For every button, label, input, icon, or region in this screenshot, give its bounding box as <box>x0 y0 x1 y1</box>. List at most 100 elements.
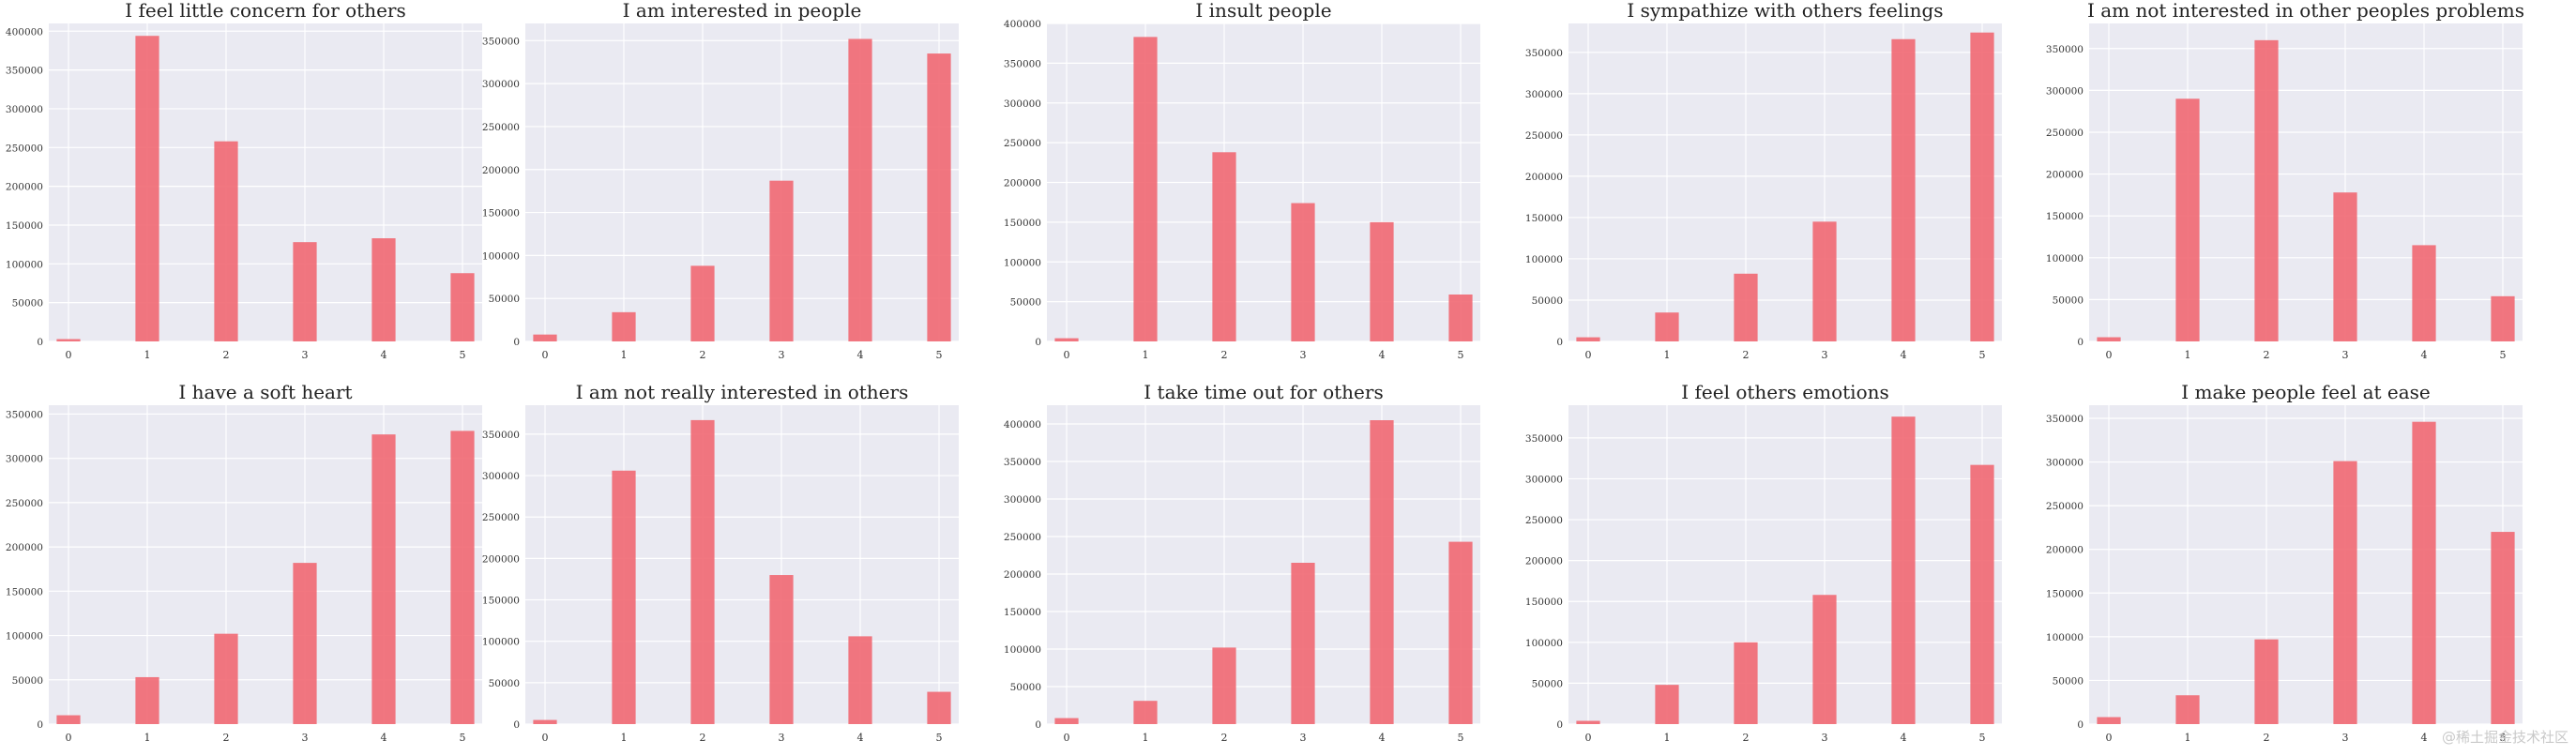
bar <box>371 434 396 724</box>
bar <box>690 419 715 724</box>
x-tick-label: 2 <box>700 732 706 744</box>
y-tick-label: 250000 <box>6 498 43 509</box>
y-tick-label: 0 <box>1035 337 1041 348</box>
x-tick-label: 5 <box>460 732 466 744</box>
x-tick-label: 0 <box>542 732 549 744</box>
x-tick-label: 2 <box>1743 349 1750 361</box>
y-tick-label: 0 <box>1035 719 1041 731</box>
bar <box>2412 421 2436 724</box>
y-tick-label: 50000 <box>12 675 43 687</box>
bar <box>1891 416 1916 724</box>
plot-area <box>2089 23 2523 341</box>
x-tick-label: 3 <box>1300 349 1307 361</box>
x-tick-label: 1 <box>144 732 151 744</box>
subplot-8: 0 1 2 3 4 5 0 50000 100000 150000 200000 250000 3000… <box>1004 381 1480 744</box>
y-tick-label: 50000 <box>1532 678 1563 689</box>
x-tick-label: 1 <box>2185 349 2191 361</box>
y-tick-label: 300000 <box>1525 89 1563 100</box>
bar <box>2097 717 2121 724</box>
y-tick-label: 350000 <box>6 66 43 77</box>
bar <box>56 715 81 724</box>
y-tick-label: 350000 <box>482 430 520 441</box>
bar <box>848 636 872 724</box>
y-tick-label: 250000 <box>1525 130 1563 142</box>
bar <box>371 238 396 341</box>
bar <box>1655 312 1679 341</box>
subplot-title: I feel little concern for others <box>125 0 405 22</box>
subplot-title: I am not interested in other peoples pro… <box>2087 0 2524 22</box>
plot-area <box>525 405 959 724</box>
plot-area <box>49 405 482 724</box>
x-tick-label: 5 <box>1458 349 1464 361</box>
bar <box>2333 461 2357 724</box>
x-tick-label: 3 <box>2342 349 2349 361</box>
y-tick-label: 250000 <box>482 122 520 133</box>
x-tick-label: 5 <box>1979 349 1986 361</box>
bar <box>1212 647 1236 724</box>
bar <box>2254 39 2279 342</box>
x-tick-label: 3 <box>1300 732 1307 744</box>
y-tick-label: 150000 <box>2046 588 2084 599</box>
plot-area <box>49 23 482 341</box>
bar <box>1370 420 1394 724</box>
x-tick-label: 2 <box>1221 732 1228 744</box>
subplot-10: 0 1 2 3 4 5 0 50000 100000 150000 200000 250000 3000… <box>2046 381 2523 744</box>
subplot-4: 0 1 2 3 4 5 0 50000 100000 150000 200000 250000 3000… <box>1525 0 2002 361</box>
y-tick-label: 50000 <box>2053 675 2084 687</box>
x-tick-label: 0 <box>66 349 72 361</box>
y-tick-label: 150000 <box>482 596 520 607</box>
y-tick-label: 250000 <box>6 143 43 154</box>
subplot-title: I make people feel at ease <box>2181 381 2431 403</box>
x-tick-label: 4 <box>2421 349 2428 361</box>
subplot-6: 0 1 2 3 4 5 0 50000 100000 150000 200000 250000 3000… <box>6 381 482 744</box>
x-tick-label: 3 <box>1822 732 1828 744</box>
bar <box>1891 38 1916 342</box>
y-tick-label: 300000 <box>2046 458 2084 469</box>
x-tick-label: 5 <box>1458 732 1464 744</box>
x-tick-label: 3 <box>779 732 785 744</box>
subplot-title: I feel others emotions <box>1681 381 1889 403</box>
y-tick-label: 100000 <box>6 631 43 643</box>
y-tick-label: 250000 <box>1525 515 1563 526</box>
bar <box>848 38 872 342</box>
bar <box>1448 294 1473 341</box>
y-tick-label: 100000 <box>1004 644 1041 656</box>
y-tick-label: 50000 <box>2053 295 2084 306</box>
y-tick-label: 50000 <box>489 294 520 305</box>
y-tick-label: 300000 <box>6 454 43 465</box>
x-tick-label: 0 <box>66 732 72 744</box>
x-tick-label: 1 <box>1143 732 1149 744</box>
y-tick-label: 350000 <box>1525 433 1563 445</box>
x-tick-label: 4 <box>1379 732 1386 744</box>
y-tick-label: 150000 <box>1004 218 1041 229</box>
x-tick-label: 2 <box>2264 732 2270 744</box>
y-tick-label: 300000 <box>482 79 520 90</box>
subplot-2: 0 1 2 3 4 5 0 50000 100000 150000 200000 250000 3000… <box>482 0 959 361</box>
plot-area <box>1568 23 2002 341</box>
bar <box>1812 595 1837 724</box>
x-tick-label: 1 <box>1143 349 1149 361</box>
x-tick-label: 2 <box>223 732 230 744</box>
y-tick-label: 350000 <box>1004 58 1041 69</box>
y-tick-label: 100000 <box>2046 253 2084 265</box>
subplot-7: 0 1 2 3 4 5 0 50000 100000 150000 200000 250000 3000… <box>482 381 959 744</box>
y-tick-label: 300000 <box>1004 98 1041 110</box>
x-tick-label: 5 <box>2500 732 2507 744</box>
bar <box>690 265 715 341</box>
subplot-title: I am not really interested in others <box>576 381 909 403</box>
y-tick-label: 400000 <box>6 26 43 38</box>
bar <box>1054 718 1079 724</box>
y-tick-label: 250000 <box>2046 501 2084 512</box>
y-tick-label: 250000 <box>2046 128 2084 139</box>
y-tick-label: 150000 <box>1525 213 1563 224</box>
bar <box>533 719 557 724</box>
x-tick-label: 3 <box>2342 732 2349 744</box>
y-tick-label: 200000 <box>6 542 43 553</box>
y-tick-label: 50000 <box>489 678 520 689</box>
bar <box>769 575 794 724</box>
x-tick-label: 1 <box>144 349 151 361</box>
subplot-5: 0 1 2 3 4 5 0 50000 100000 150000 200000 250000 3000… <box>2046 0 2524 361</box>
bar <box>1133 37 1158 341</box>
